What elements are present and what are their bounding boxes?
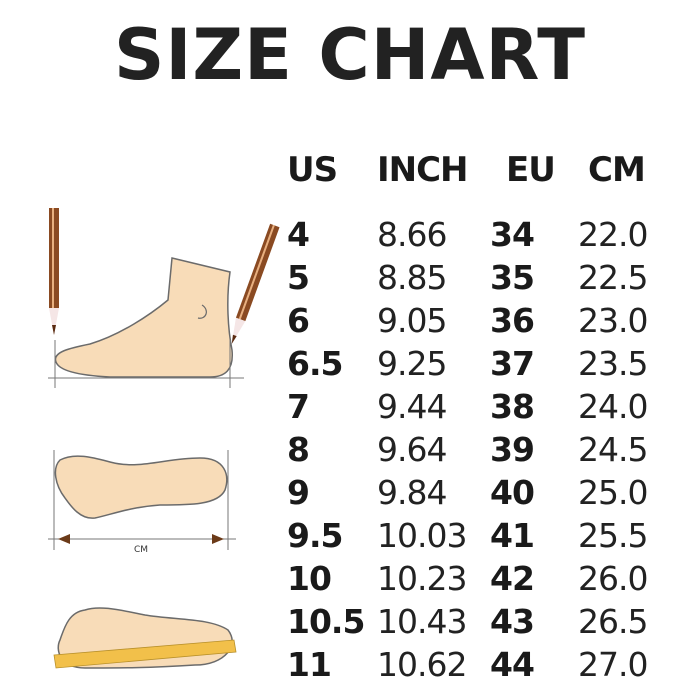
cell-eu: 40 — [490, 473, 535, 512]
cell-eu: 36 — [490, 301, 535, 340]
header-us: US — [287, 150, 338, 190]
cell-inch: 10.03 — [377, 516, 467, 555]
foot-top-view: CM — [48, 450, 236, 555]
cell-eu: 43 — [490, 602, 535, 641]
cell-inch: 10.23 — [377, 559, 467, 598]
cell-us: 8 — [287, 430, 310, 469]
header-eu: EU — [506, 150, 556, 190]
foot-side-view — [48, 257, 244, 388]
cell-us: 6.5 — [287, 344, 343, 383]
cell-inch: 8.85 — [377, 258, 447, 297]
cell-eu: 37 — [490, 344, 535, 383]
cell-inch: 9.84 — [377, 473, 447, 512]
foot-sole-with-ruler — [53, 607, 237, 669]
cell-us: 6 — [287, 301, 310, 340]
cell-eu: 34 — [490, 215, 535, 254]
cell-cm: 26.5 — [578, 602, 648, 641]
cell-us: 7 — [287, 387, 310, 426]
cell-cm: 22.5 — [578, 258, 648, 297]
cell-us: 10 — [287, 559, 332, 598]
cell-eu: 44 — [490, 645, 535, 684]
cell-us: 10.5 — [287, 602, 365, 641]
measure-label: CM — [134, 545, 148, 555]
cell-us: 4 — [287, 215, 310, 254]
cell-inch: 9.25 — [377, 344, 447, 383]
cell-inch: 9.44 — [377, 387, 447, 426]
cell-cm: 25.5 — [578, 516, 648, 555]
cell-cm: 27.0 — [578, 645, 648, 684]
cell-inch: 10.43 — [377, 602, 467, 641]
page-title: SIZE CHART — [113, 14, 587, 96]
cell-cm: 25.0 — [578, 473, 648, 512]
cell-cm: 23.5 — [578, 344, 648, 383]
cell-eu: 41 — [490, 516, 535, 555]
cell-inch: 9.64 — [377, 430, 447, 469]
cell-eu: 35 — [490, 258, 535, 297]
cell-us: 9.5 — [287, 516, 343, 555]
cell-us: 11 — [287, 645, 332, 684]
cell-cm: 26.0 — [578, 559, 648, 598]
pencil-icon — [231, 223, 280, 344]
cell-us: 5 — [287, 258, 310, 297]
cell-cm: 24.5 — [578, 430, 648, 469]
cell-eu: 39 — [490, 430, 535, 469]
pencil-icon — [49, 208, 59, 335]
cell-eu: 42 — [490, 559, 535, 598]
cell-cm: 23.0 — [578, 301, 648, 340]
cell-cm: 24.0 — [578, 387, 648, 426]
cell-inch: 8.66 — [377, 215, 447, 254]
header-inch: INCH — [377, 150, 469, 190]
cell-us: 9 — [287, 473, 310, 512]
cell-inch: 10.62 — [377, 645, 467, 684]
cell-eu: 38 — [490, 387, 535, 426]
cell-inch: 9.05 — [377, 301, 447, 340]
header-cm: CM — [588, 150, 646, 190]
cell-cm: 22.0 — [578, 215, 648, 254]
